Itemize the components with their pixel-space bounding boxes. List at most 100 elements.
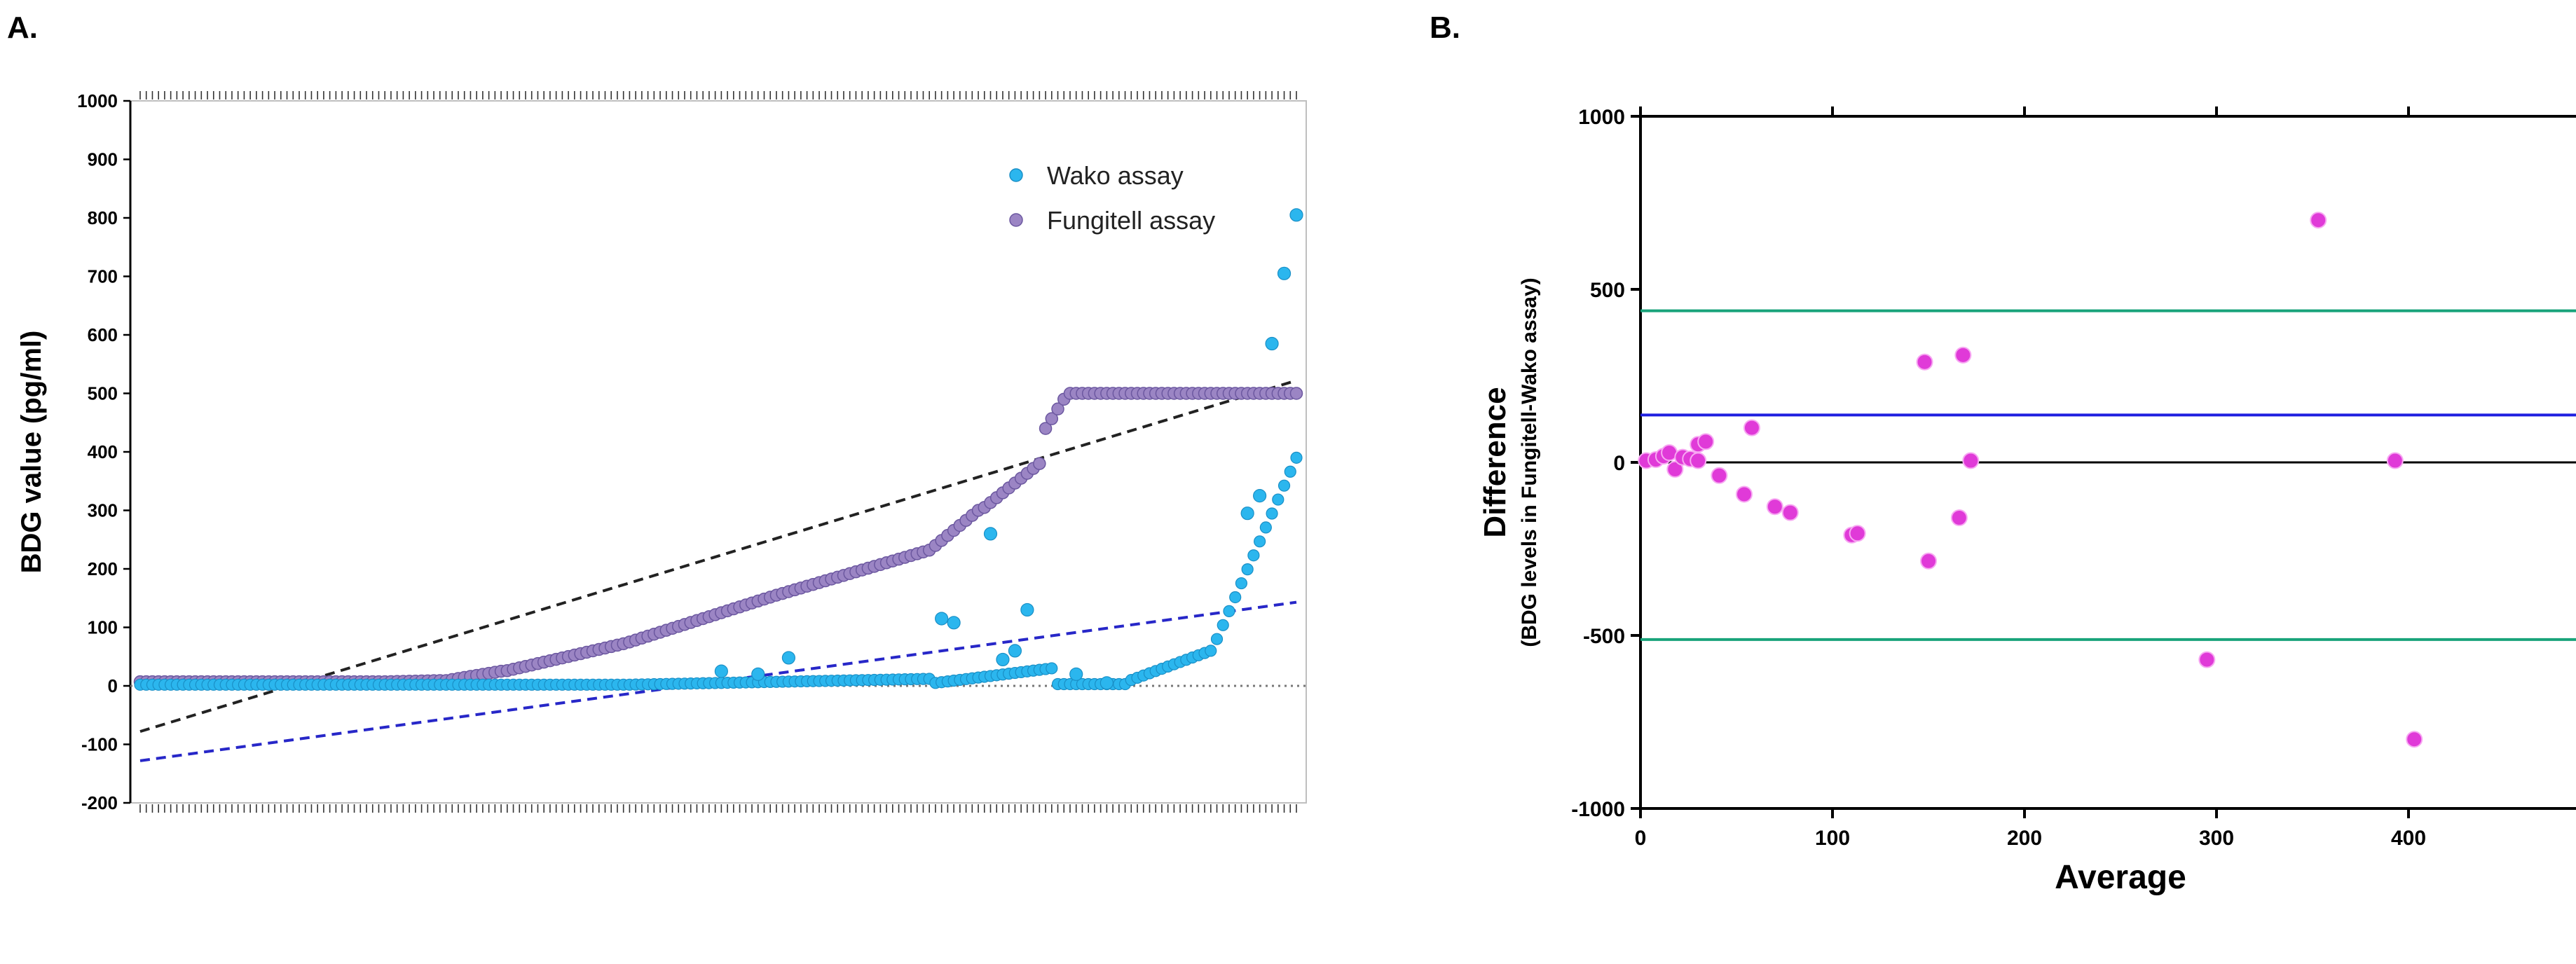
panel-a-bottom-ticks [139,804,1297,813]
difference-point [1849,525,1866,542]
difference-point [1735,486,1753,503]
y-tick-label: -100 [81,734,118,755]
y-tick-label: 300 [88,500,118,521]
wako-point [1253,489,1267,503]
fungitell-point [1289,387,1303,400]
panel-b-label: B. [1430,11,1460,45]
wako-point [1247,549,1260,562]
difference-point [1781,504,1799,521]
panel-b-y-axis-sublabel: (BDG levels in Fungitell-Wako assay) [1518,277,1541,647]
difference-point [1950,509,1968,527]
wako-point [1069,667,1083,681]
wako-point [996,652,1010,667]
b-x-tick-label: 0 [1635,827,1647,850]
wako-point [714,664,728,678]
panel-b-y-axis-label: Difference [1478,387,1512,537]
b-y-tick-label: 500 [1590,279,1625,302]
difference-point [1743,419,1760,436]
legend-wako-label: Wako assay [1047,161,1184,190]
y-tick-label: 0 [108,675,118,696]
difference-point [2198,651,2216,668]
wako-point [947,616,961,630]
wako-point [1240,507,1254,521]
panel-a-legend: Wako assay Fungitell assay [1009,161,1215,235]
panel-a-trendlines [139,379,1297,762]
difference-point [1962,452,1980,469]
panel-a-top-ticks [139,91,1297,99]
wako-point [1046,662,1058,675]
b-x-tick-label: 200 [2007,827,2042,850]
panel-a-y-axis-label: BDG value (pg/ml) [16,331,47,574]
wako-point [1265,336,1279,351]
wako-point [1229,591,1242,604]
panel-a-y-ticks: -200 -100 0 100 200 300 400 500 600 700 800 900 1000 [77,90,130,813]
fungitell-point [1051,402,1064,416]
wako-point [751,667,765,681]
panel-b-reference-lines [1640,309,2576,641]
wako-point [1284,465,1296,478]
wako-point [1277,479,1291,492]
b-y-tick-label: 0 [1613,452,1625,475]
b-x-tick-label: 400 [2391,827,2426,850]
wako-point [983,527,998,541]
wako-series [134,208,1303,691]
fungitell-point [1045,412,1059,425]
panel-a-chart: -200 -100 0 100 200 300 400 500 600 700 800 900 1000… [16,90,1307,813]
b-x-tick-label: 300 [2199,827,2234,850]
y-tick-label: -200 [81,792,118,813]
legend-fungitell-marker [1009,213,1023,227]
difference-point [2386,452,2404,469]
wako-point [935,612,949,626]
wako-point [1008,644,1022,658]
wako-point [1254,535,1266,548]
wako-point [1217,619,1229,631]
wako-point [1259,521,1272,534]
wako-point [1241,563,1254,576]
wako-point [1210,633,1224,645]
legend-wako-marker [1009,168,1023,182]
difference-point [1690,452,1707,469]
wako-point [1289,208,1303,222]
y-tick-label: 400 [88,441,118,462]
y-tick-label: 1000 [77,90,118,111]
wako-point [1272,493,1284,506]
bland-altman-points [1638,212,2423,748]
panel-b-ticks: -1000-500050010000100200300400500 [1571,106,2426,850]
panel-b-chart: -1000-500050010000100200300400500 Differ… [1478,106,2576,896]
y-tick-label: 500 [88,383,118,404]
y-tick-label: 700 [88,266,118,287]
wako-point [1020,602,1034,617]
panel-b-x-axis-label: Average [2055,859,2186,896]
difference-point [1766,498,1783,516]
b-y-tick-label: 1000 [1578,106,1625,129]
wako-point [1235,577,1248,590]
wako-point [1277,266,1292,280]
difference-point [1920,552,1937,570]
b-y-tick-label: -1000 [1571,798,1625,821]
wako-point [1223,605,1235,617]
fungitell-point [1039,422,1053,435]
y-tick-label: 600 [88,324,118,345]
difference-point [1666,460,1684,478]
y-tick-label: 900 [88,149,118,170]
b-x-tick-label: 100 [1815,827,1850,850]
difference-point [1697,433,1715,450]
wako-point [1290,451,1303,464]
wako-point [1205,645,1217,657]
difference-point [2406,731,2423,748]
wako-point [1099,676,1114,690]
difference-point [1954,346,1972,364]
fungitell-point [1033,457,1046,470]
y-tick-label: 800 [88,207,118,228]
y-tick-label: 100 [88,617,118,638]
difference-point [1711,467,1728,484]
wako-point [1266,507,1278,520]
wako-point [781,651,795,665]
difference-point [2310,212,2327,229]
fungitell-series [133,387,1303,689]
difference-point [1916,353,1933,371]
trendline-black-dashed [139,379,1297,734]
legend-fungitell-label: Fungitell assay [1047,206,1215,235]
b-y-tick-label: -500 [1583,625,1625,648]
